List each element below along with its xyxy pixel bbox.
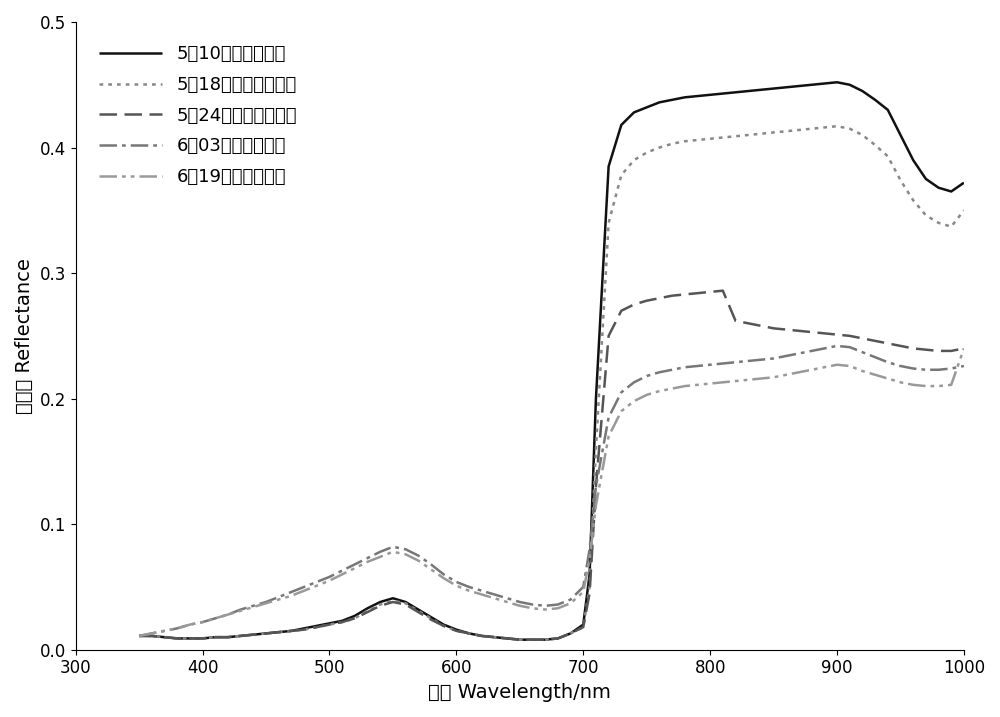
5月18日（灌浆前期） [476,632,488,640]
6月03日（乳熟期） [476,587,488,595]
5月24日（灌浆后期） [514,635,526,644]
Y-axis label: 反射率 Reflectance: 反射率 Reflectance [15,258,34,414]
5月24日（灌浆后期） [197,634,209,642]
5月24日（灌浆后期） [780,326,792,334]
6月19日（成熟期） [958,344,970,353]
6月19日（成熟期） [133,632,145,640]
Line: 5月18日（灌浆前期）: 5月18日（灌浆前期） [139,126,964,640]
5月18日（灌浆前期） [197,634,209,642]
6月19日（成熟期） [907,381,919,389]
6月03日（乳熟期） [514,598,526,607]
6月19日（成熟期） [476,590,488,599]
5月24日（灌浆后期） [717,286,729,295]
5月10日（开花期） [476,632,488,640]
6月19日（成熟期） [755,374,767,383]
6月03日（乳熟期） [235,605,247,614]
Line: 6月19日（成熟期）: 6月19日（成熟期） [139,348,964,636]
5月24日（灌浆后期） [958,344,970,353]
5月18日（灌浆前期） [831,122,843,130]
5月24日（灌浆后期） [907,344,919,353]
Line: 5月24日（灌浆后期）: 5月24日（灌浆后期） [139,290,964,640]
5月18日（灌浆前期） [133,632,145,640]
5月18日（灌浆前期） [768,128,780,137]
5月24日（灌浆后期） [526,635,538,644]
5月18日（灌浆前期） [958,206,970,214]
6月19日（成熟期） [260,599,272,607]
5月10日（开花期） [197,634,209,642]
Line: 5月10日（开花期）: 5月10日（开花期） [139,82,964,640]
5月10日（开花期） [235,632,247,640]
6月19日（成熟期） [323,576,335,585]
X-axis label: 波长 Wavelength/nm: 波长 Wavelength/nm [428,683,611,702]
Line: 6月03日（乳熟期）: 6月03日（乳熟期） [139,346,964,636]
Legend: 5月10日（开花期）, 5月18日（灌浆前期）, 5月24日（灌浆后期）, 6月03日（乳熟期）, 6月19日（成熟期）: 5月10日（开花期）, 5月18日（灌浆前期）, 5月24日（灌浆后期）, 6月… [85,31,312,201]
5月24日（灌浆后期） [235,632,247,640]
5月18日（灌浆前期） [907,196,919,204]
6月03日（乳熟期） [907,364,919,373]
6月03日（乳熟期） [133,632,145,640]
6月03日（乳熟期） [260,598,272,607]
5月10日（开花期） [958,179,970,187]
5月10日（开花期） [133,632,145,640]
5月18日（灌浆前期） [514,635,526,644]
5月18日（灌浆前期） [526,635,538,644]
5月10日（开花期） [526,635,538,644]
5月10日（开花期） [514,635,526,644]
6月03日（乳熟期） [755,356,767,364]
5月10日（开花期） [831,78,843,87]
5月10日（开花期） [768,84,780,92]
6月03日（乳熟期） [958,361,970,370]
6月19日（成熟期） [514,602,526,610]
6月03日（乳熟期） [831,341,843,350]
5月18日（灌浆前期） [235,632,247,640]
5月24日（灌浆后期） [133,632,145,640]
5月10日（开花期） [907,156,919,164]
5月24日（灌浆后期） [476,632,488,640]
